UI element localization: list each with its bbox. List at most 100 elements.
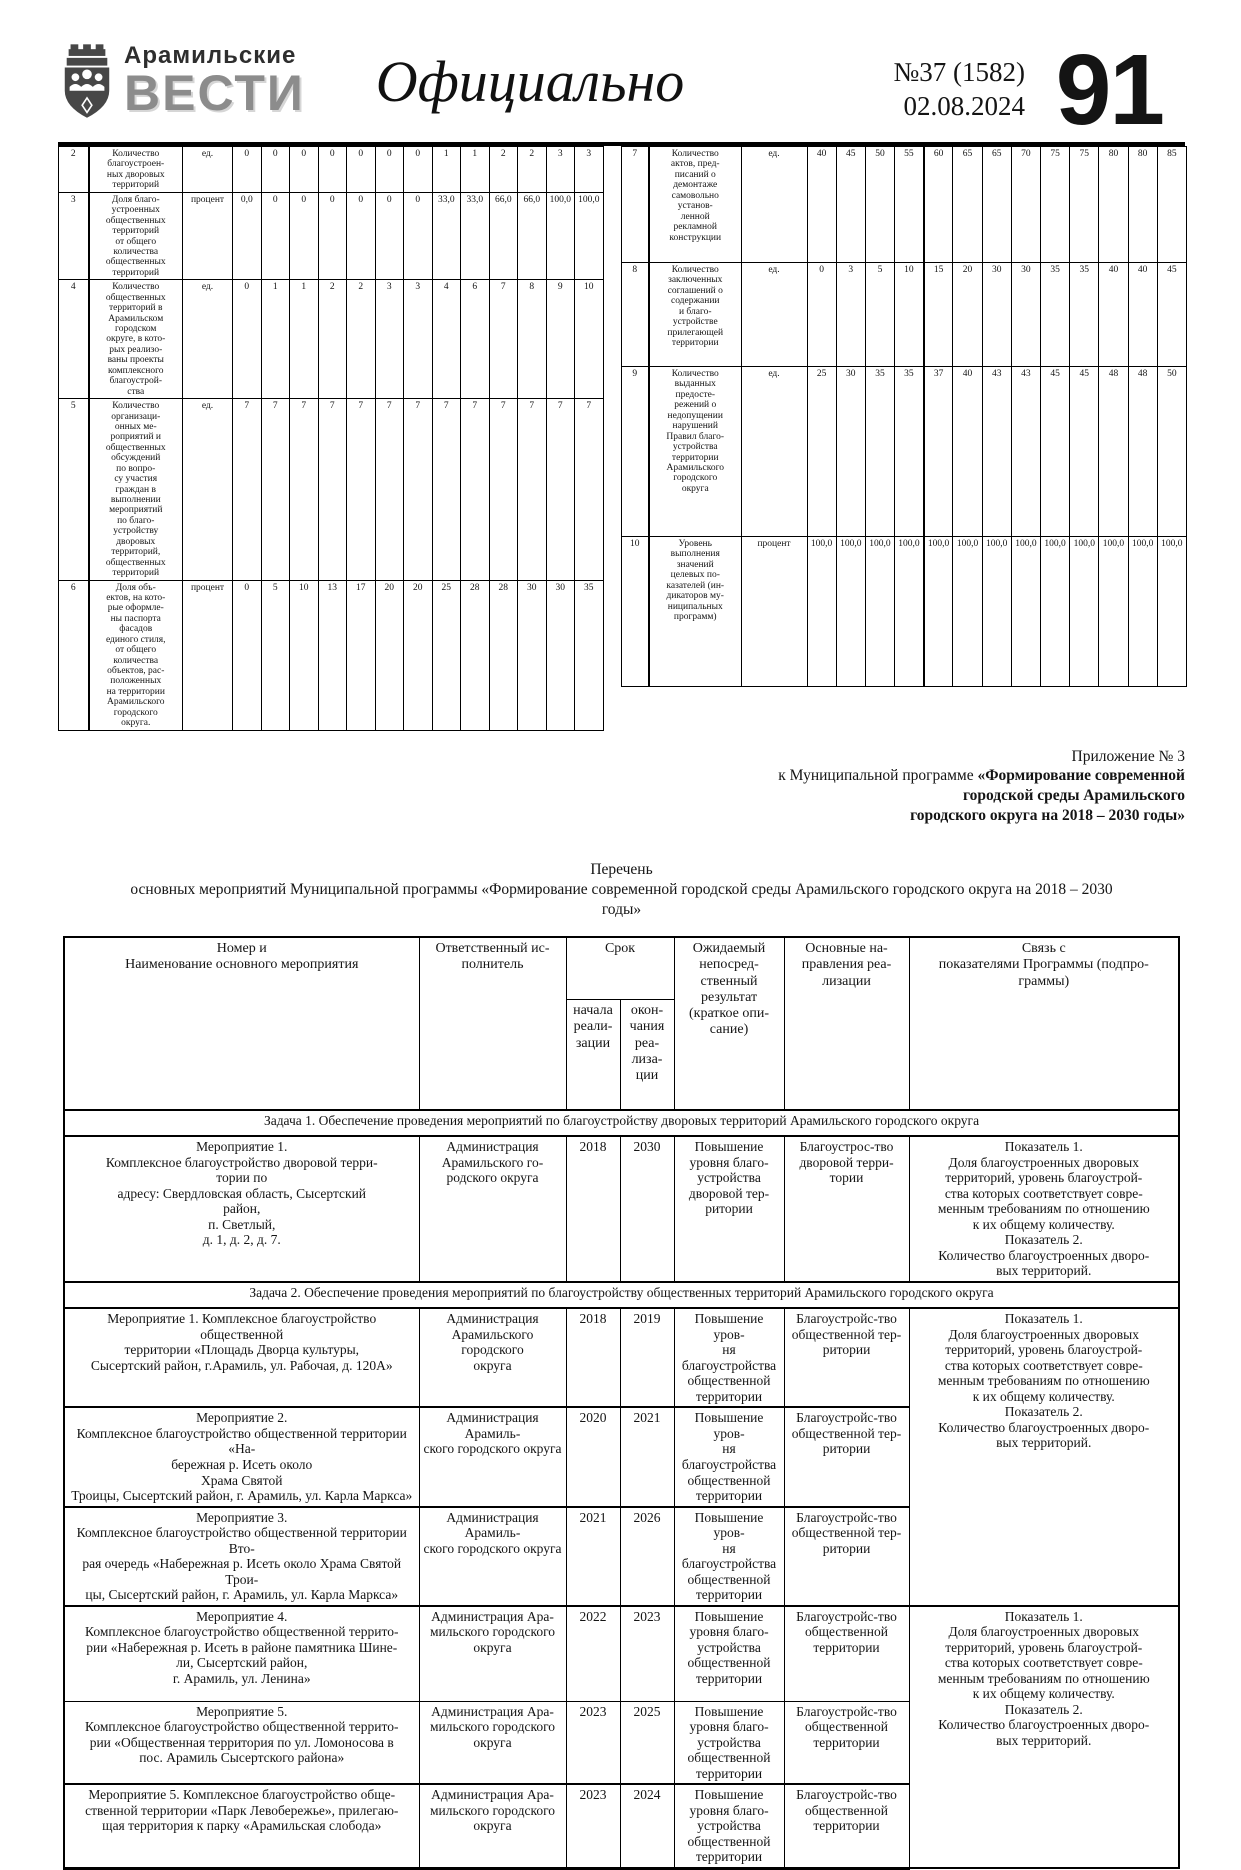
event-directions: Благоустрос-тво дворовой терри- тории	[783, 1135, 910, 1283]
row-number: 6	[58, 579, 90, 731]
table-row: 4 Количество общественных территорий в А…	[58, 279, 604, 400]
event-start-year: 2020	[565, 1406, 621, 1508]
indicator-value-cell: 3	[835, 262, 866, 367]
indicator-tables: 2 Количество благоустроен- ных дворовых …	[58, 142, 1187, 731]
indicator-value-cell: 30	[545, 579, 575, 731]
indicators-table-right: 7 Количество актов, пред- писаний о демо…	[620, 146, 1187, 687]
col-header-link: Связь с показателями Программы (подпро- …	[908, 936, 1180, 1111]
indicator-value-cell: 30	[517, 579, 547, 731]
event-name: Мероприятие 2. Комплексное благоустройст…	[63, 1406, 420, 1508]
indicator-value-cell: 33,0	[460, 191, 490, 281]
table-row: 5 Количество организаци- онных ме- ропри…	[58, 398, 604, 581]
event-indicator-link: Показатель 1. Доля благоустроенных дворо…	[908, 1307, 1180, 1607]
col-header-result: Ожидаемый непосред- ственный результат (…	[673, 936, 785, 1111]
table-row: 6 Доля объ- ектов, на кото- рые оформле-…	[58, 579, 604, 731]
indicator-value-cell: 40	[952, 366, 983, 537]
list-heading-line1: Перечень	[590, 860, 653, 878]
list-heading-line3: годы»	[601, 901, 642, 919]
event-executor: Администрация Ара- мильского городского …	[418, 1700, 567, 1785]
indicator-value-cell: 7	[232, 398, 262, 581]
event-result: Повышение уровня благо- устройства общес…	[673, 1604, 785, 1702]
indicator-value-cell: 1	[289, 279, 319, 400]
event-result: Повышение уров- ня благоустройства общес…	[673, 1505, 785, 1607]
indicator-value-cell: 75	[1039, 146, 1071, 263]
indicator-value-cell: 0	[232, 279, 262, 400]
indicator-value-cell: 25	[431, 579, 461, 731]
indicator-value-cell: 15	[922, 262, 954, 367]
indicator-value-cell: 100,0	[894, 536, 925, 687]
event-result: Повышение уров- ня благоустройства общес…	[673, 1406, 785, 1508]
task-2-label: Задача 2. Обеспечение проведения меропри…	[63, 1281, 1180, 1309]
event-start-year: 2023	[565, 1783, 621, 1870]
indicator-value-cell: 5	[864, 262, 896, 367]
brand-top-label: Арамильские	[124, 42, 297, 69]
indicator-value-cell: 17	[346, 579, 376, 731]
indicator-value-cell: 3	[403, 279, 433, 400]
indicator-unit: ед.	[740, 146, 808, 263]
event-name: Мероприятие 5. Комплексное благоустройст…	[63, 1783, 420, 1870]
indicator-value-cell: 7	[289, 398, 319, 581]
col-header-directions: Основные на- правления реа- лизации	[783, 936, 910, 1111]
indicator-value-cell: 3	[574, 146, 604, 193]
event-start-year: 2018	[565, 1307, 621, 1408]
indicator-value-cell: 85	[1156, 146, 1187, 263]
event-name: Мероприятие 1. Комплексное благоустройст…	[63, 1135, 420, 1283]
indicator-value-cell: 3	[374, 279, 404, 400]
indicator-value-cell: 65	[952, 146, 983, 263]
indicator-value-cell: 50	[864, 146, 896, 263]
event-end-year: 2024	[619, 1783, 675, 1870]
indicator-value-cell: 6	[460, 279, 490, 400]
event-indicator-link: Показатель 1. Доля благоустроенных дворо…	[908, 1604, 1180, 1869]
event-executor: Администрация Арамильского го- родского …	[418, 1135, 567, 1283]
event-directions: Благоустройс-тво общественной тер- ритор…	[783, 1505, 910, 1607]
event-directions: Благоустройс-тво общественной тер- ритор…	[783, 1307, 910, 1408]
event-result: Повышение уровня благо- устройства общес…	[673, 1783, 785, 1870]
table-row: 2 Количество благоустроен- ных дворовых …	[58, 146, 604, 193]
appendix-line1: Приложение № 3	[1071, 747, 1185, 765]
indicator-value-cell: 35	[574, 579, 604, 731]
col-header-term-end: окон- чания реа- лиза- ции	[619, 999, 675, 1111]
indicator-value-cell: 0	[346, 191, 376, 281]
indicator-value-cell: 80	[1127, 146, 1158, 263]
indicator-value-cell: 7	[403, 398, 433, 581]
event-row-4: Мероприятие 3. Комплексное благоустройст…	[63, 1505, 1179, 1607]
indicator-value-cell: 30	[981, 262, 1012, 367]
event-name: Мероприятие 4. Комплексное благоустройст…	[63, 1604, 420, 1702]
indicator-value-cell: 100,0	[1039, 536, 1071, 687]
indicator-value-cell: 7	[317, 398, 347, 581]
indicator-name: Количество актов, пред- писаний о демонт…	[648, 146, 742, 263]
indicator-value-cell: 100,0	[545, 191, 575, 281]
row-number: 7	[620, 146, 650, 263]
event-directions: Благоустройс-тво общественной территории	[783, 1783, 910, 1870]
indicator-value-cell: 0	[289, 146, 319, 193]
event-end-year: 2030	[619, 1135, 675, 1283]
indicator-value-cell: 1	[431, 146, 461, 193]
col-header-term: Срок	[565, 936, 675, 1001]
row-number: 4	[58, 279, 90, 400]
indicator-value-cell: 70	[1010, 146, 1042, 263]
event-name: Мероприятие 5. Комплексное благоустройст…	[63, 1700, 420, 1785]
page-number: 91	[1055, 34, 1165, 146]
indicator-value-cell: 45	[1069, 366, 1100, 537]
table-row: 9 Количество выданных предосте- режений …	[620, 366, 1187, 537]
indicator-value-cell: 100,0	[1127, 536, 1158, 687]
issue-date-block: №37 (1582) 02.08.2024	[894, 56, 1026, 124]
indicator-unit: процент	[182, 579, 233, 731]
indicator-name: Количество общественных территорий в Ара…	[88, 279, 183, 400]
indicator-value-cell: 66,0	[517, 191, 547, 281]
indicator-value-cell: 100,0	[864, 536, 896, 687]
indicator-value-cell: 35	[1039, 262, 1071, 367]
col-header-term-start: начала реали- зации	[565, 999, 621, 1111]
header-row: Номер и Наименование основного мероприят…	[63, 936, 1180, 1111]
indicator-value-cell: 0	[806, 262, 837, 367]
event-executor: Администрация Ара- мильского городского …	[418, 1604, 567, 1702]
indicator-value-cell: 50	[1156, 366, 1187, 537]
brand-bottom-label: ВЕСТИ	[124, 65, 305, 121]
appendix-line2: к Муниципальной программе «Формирование …	[778, 767, 1185, 785]
event-row-5: Мероприятие 4. Комплексное благоустройст…	[63, 1604, 1180, 1869]
indicator-value-cell: 7	[488, 279, 518, 400]
indicator-value-cell: 2	[317, 279, 347, 400]
indicator-value-cell: 65	[981, 146, 1012, 263]
indicator-value-cell: 30	[1010, 262, 1042, 367]
col-header-executor: Ответственный ис- полнитель	[418, 936, 567, 1111]
